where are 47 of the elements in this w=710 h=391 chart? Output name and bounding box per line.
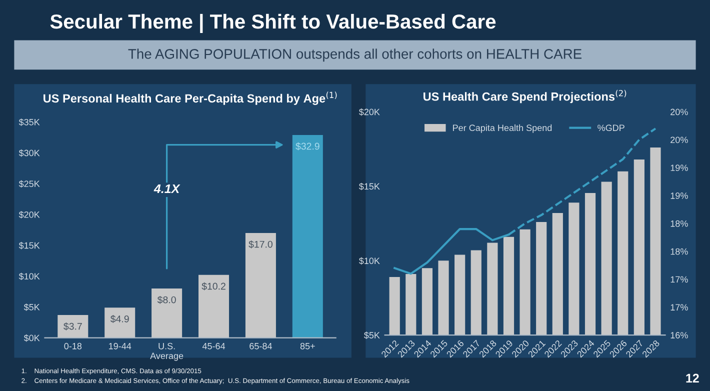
y2-tick-label: 17%	[670, 276, 688, 283]
text: 12	[686, 374, 699, 382]
y2-tick-label: 18%	[670, 248, 688, 255]
y-tick-label: $30K	[18, 149, 40, 157]
x-tick-label: 65-84	[250, 342, 272, 350]
y-tick-label: $5K	[24, 304, 40, 311]
x-tick-label: 45-64	[202, 342, 226, 350]
legend-label: Per Capita Health Spend	[453, 124, 552, 133]
y2-tick-label: 19%	[670, 164, 688, 171]
data-label: $8.0	[157, 296, 176, 304]
y2-tick-label: 17%	[670, 304, 688, 311]
data-label: $10.2	[202, 282, 226, 290]
y2-tick-label: 20%	[670, 136, 688, 144]
x-tick-label: U.S. Average	[150, 342, 184, 361]
data-label: $4.9	[110, 315, 129, 323]
y-tick-label: $15K	[358, 182, 380, 190]
y-tick-label: $10K	[358, 257, 380, 265]
y2-tick-label: 16%	[670, 332, 688, 338]
y-tick-label: $0K	[24, 334, 40, 342]
bar	[292, 134, 323, 338]
bar	[104, 308, 136, 338]
bar	[245, 232, 276, 338]
chart-title: US Personal Health Care Per-Capita Spend by Age$^{(1)}$	[44, 92, 337, 105]
text: Secular Theme | The Shift to Value-Based Care	[50, 14, 496, 33]
y-tick-label: $35K	[18, 118, 40, 126]
y-tick-label: $20K	[358, 108, 380, 116]
y2-tick-label: 18%	[670, 220, 688, 227]
x-tick-label: 0-18	[64, 342, 82, 350]
y2-tick-label: 19%	[670, 192, 688, 199]
data-label: $32.9	[296, 142, 320, 150]
y-tick-label: $20K	[18, 211, 40, 218]
y-tick-label: $25K	[18, 180, 40, 188]
chart-title: US Health Care Spend Projections$^{(2)}$	[424, 90, 626, 104]
annotation: 4.1X	[154, 184, 180, 194]
bar	[198, 274, 230, 338]
x-tick-label: 85+	[300, 342, 315, 350]
y-tick-label: $15K	[18, 242, 40, 250]
bar	[152, 288, 182, 338]
legend-label: %GDP	[598, 124, 624, 132]
text: The AGING POPULATION outspends all other cohorts on HEALTH CARE	[128, 48, 582, 62]
data-label: $17.0	[248, 240, 272, 248]
y-tick-label: $10K	[18, 272, 40, 280]
y2-tick-label: 20%	[670, 108, 688, 116]
x-tick-label: 19-44	[108, 342, 132, 350]
y-tick-label: $5K	[364, 332, 380, 339]
data-label: $3.7	[64, 322, 82, 330]
bar	[58, 315, 88, 338]
